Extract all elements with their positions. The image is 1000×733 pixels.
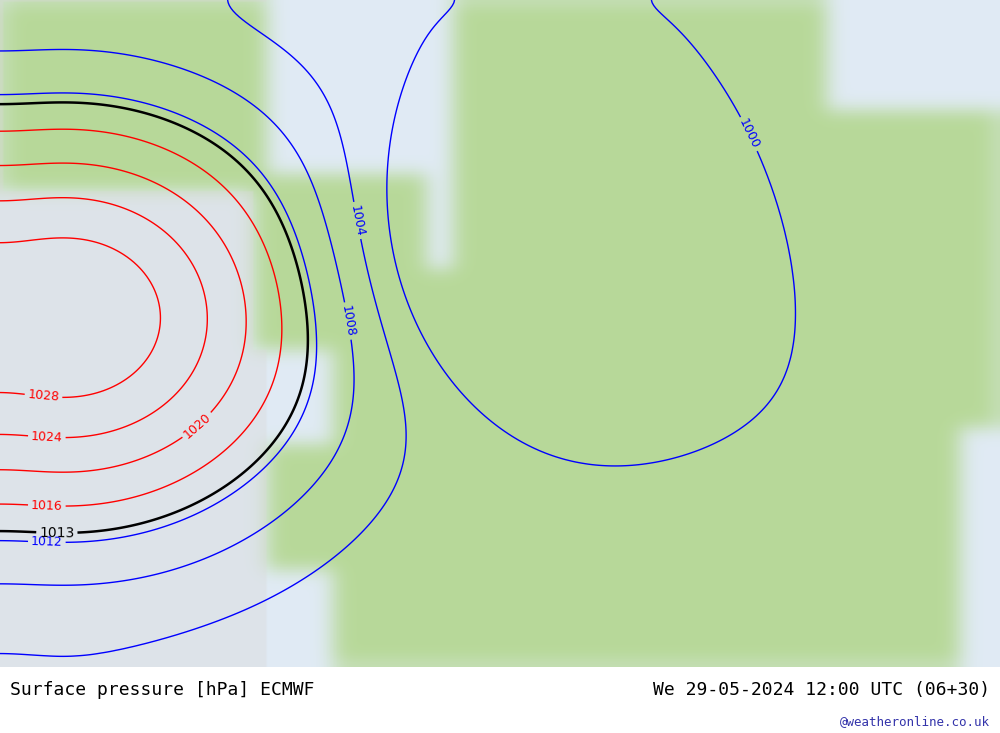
Text: 1013: 1013	[39, 526, 75, 540]
Text: @weatheronline.co.uk: @weatheronline.co.uk	[840, 715, 990, 728]
Text: 1004: 1004	[348, 204, 366, 237]
Text: 1024: 1024	[31, 430, 63, 444]
Text: 1020: 1020	[181, 410, 214, 441]
Text: 1028: 1028	[27, 388, 60, 404]
Text: We 29-05-2024 12:00 UTC (06+30): We 29-05-2024 12:00 UTC (06+30)	[653, 681, 990, 699]
Text: Surface pressure [hPa] ECMWF: Surface pressure [hPa] ECMWF	[10, 681, 314, 699]
Text: 1016: 1016	[31, 498, 63, 513]
Text: 1008: 1008	[339, 304, 357, 338]
Text: 1000: 1000	[736, 117, 762, 151]
Text: 1012: 1012	[31, 535, 63, 549]
